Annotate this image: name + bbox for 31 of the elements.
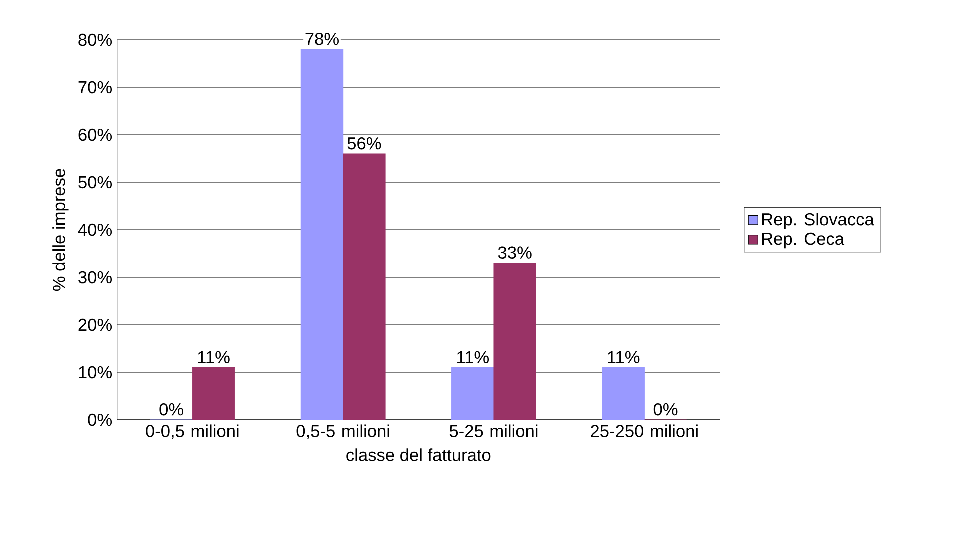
x-tick-label: 5-25 milioni <box>450 424 538 438</box>
y-tick-label: 20% <box>78 318 112 332</box>
bar <box>192 367 236 420</box>
data-label: 56% <box>348 137 382 150</box>
legend-label: Rep. Ceca <box>762 232 845 249</box>
data-label: 0% <box>160 403 184 416</box>
data-label: 78% <box>306 32 339 46</box>
y-tick-label: 50% <box>78 176 112 189</box>
bar <box>452 367 494 420</box>
y-tick-label: 10% <box>79 366 112 379</box>
y-tick-label: 40% <box>78 224 112 236</box>
x-tick-label: 0,5-5 milioni <box>296 424 390 440</box>
y-tick-label: 60% <box>78 128 112 142</box>
y-tick-label: 70% <box>78 81 112 94</box>
legend-label: Rep. Slovacca <box>762 212 874 230</box>
y-tick-label: 0% <box>88 414 112 426</box>
x-axis-title: classe del fatturato <box>346 448 491 462</box>
y-axis-title: % delle imprese <box>52 169 69 292</box>
bar <box>300 49 344 420</box>
bar <box>602 367 645 420</box>
y-tick-label: 80% <box>78 34 112 46</box>
bar <box>343 154 386 420</box>
x-tick-label: 25-250 milioni <box>591 424 698 438</box>
bar <box>494 262 536 420</box>
y-tick-label: 30% <box>78 271 112 284</box>
data-label: 11% <box>198 351 230 364</box>
data-label: 11% <box>608 351 640 364</box>
data-label: 33% <box>498 246 532 259</box>
data-label: 11% <box>458 351 489 364</box>
x-tick-label: 0-0,5 milioni <box>146 424 239 440</box>
data-label: 0% <box>654 403 678 416</box>
